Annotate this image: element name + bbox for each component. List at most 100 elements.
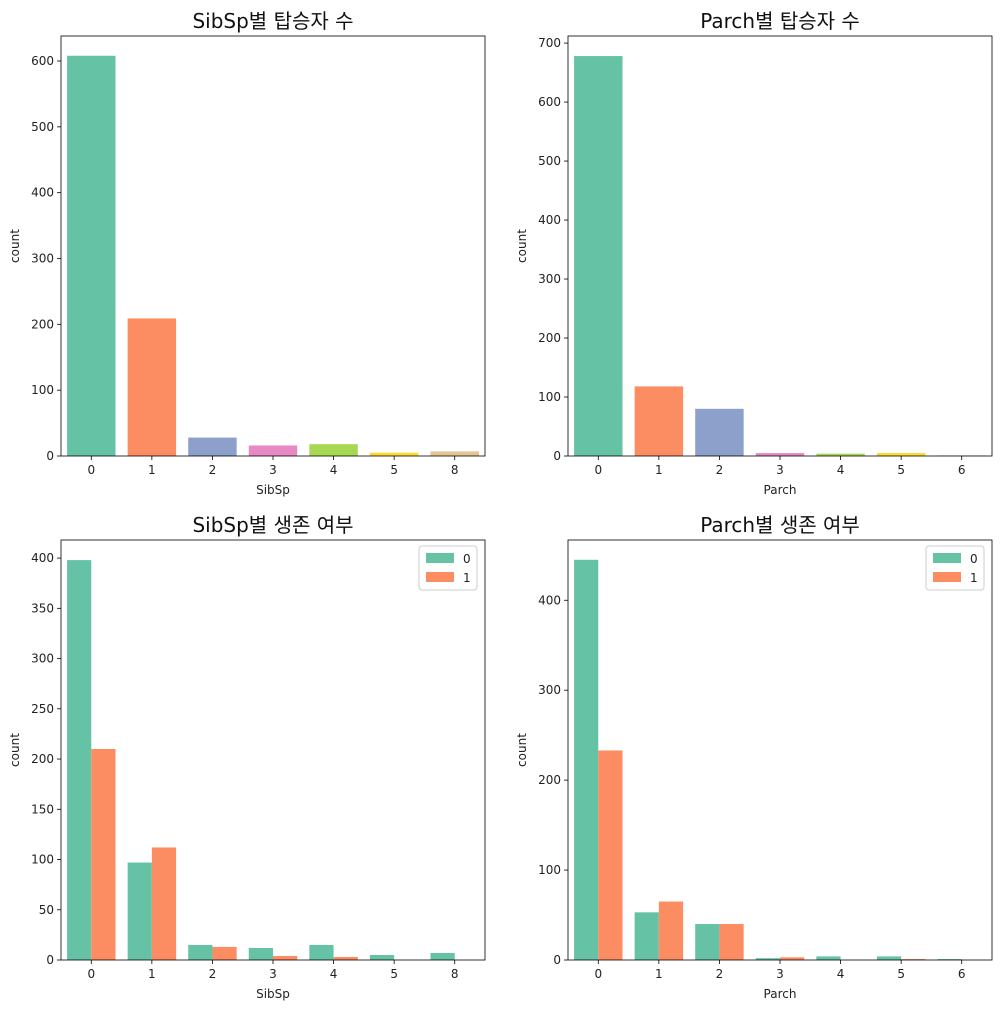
x-tick-label: 4 (330, 463, 338, 477)
bar-series-0-1 (127, 862, 152, 960)
y-tick-label: 200 (538, 331, 561, 345)
legend: 01 (925, 545, 985, 591)
x-tick-label: 2 (716, 967, 724, 981)
chart-panel-2: 0 100 200 300 400 500 600 700 0 1 2 3 4 5 6 Parch count P… (515, 9, 993, 497)
y-tick-label: 0 (553, 953, 561, 967)
plot-frame (567, 539, 993, 961)
y-tick-label: 300 (538, 272, 561, 286)
bar-series-0-4 (309, 944, 334, 960)
legend-label-0: 0 (463, 552, 471, 566)
chart-title: SibSp별 탑승자 수 (192, 9, 353, 33)
bar-series-1-2 (719, 924, 744, 960)
bar-series-0-2 (188, 944, 213, 960)
x-axis-label: SibSp (256, 483, 290, 497)
x-tick-label: 8 (451, 967, 459, 981)
x-tick-label: 4 (330, 967, 338, 981)
bar-series-1-0 (91, 749, 116, 960)
bar-series-0-8 (430, 952, 455, 960)
y-tick-label: 0 (46, 953, 54, 967)
x-tick-label: 0 (594, 967, 602, 981)
plot-frame (567, 35, 993, 457)
legend-swatch-0 (933, 553, 961, 563)
y-axis-label: count (515, 733, 529, 767)
chart-title: SibSp별 생존 여부 (192, 513, 353, 537)
y-axis-label: count (515, 229, 529, 263)
bar-series-0-0 (574, 559, 599, 960)
bar-series-0-5 (369, 954, 395, 960)
x-tick-label: 8 (451, 463, 459, 477)
x-tick-label: 3 (269, 463, 277, 477)
bar-series-0-3 (248, 947, 273, 960)
legend-label-1: 1 (463, 571, 471, 585)
legend-swatch-0 (426, 553, 454, 563)
y-tick-label: 200 (31, 752, 54, 766)
bar-series-1-5 (901, 959, 926, 960)
y-tick-label: 250 (31, 702, 54, 716)
x-tick-label: 5 (897, 967, 905, 981)
bar-series-0-0 (67, 560, 92, 960)
bar-series-1-0 (598, 750, 623, 960)
bar-series-1-3 (780, 957, 805, 960)
x-tick-label: 2 (716, 463, 724, 477)
legend-swatch-1 (933, 572, 961, 582)
x-tick-label: 5 (897, 463, 905, 477)
x-tick-label: 4 (837, 967, 845, 981)
y-tick-label: 350 (31, 601, 54, 615)
x-axis-label: Parch (764, 483, 797, 497)
y-tick-label: 100 (31, 383, 54, 397)
bar-3 (248, 445, 298, 456)
legend-label-0: 0 (970, 552, 978, 566)
x-tick-label: 1 (148, 463, 156, 477)
y-tick-label: 400 (538, 593, 561, 607)
x-tick-label: 0 (594, 463, 602, 477)
x-tick-label: 5 (390, 463, 398, 477)
y-tick-label: 600 (538, 95, 561, 109)
y-tick-label: 500 (538, 154, 561, 168)
bar-series-0-4 (816, 956, 841, 960)
y-tick-label: 0 (553, 449, 561, 463)
x-tick-label: 3 (776, 463, 784, 477)
bar-0 (67, 55, 116, 456)
y-tick-label: 700 (538, 36, 561, 50)
bar-series-0-1 (634, 912, 659, 960)
bar-series-1-1 (658, 901, 684, 960)
y-tick-label: 400 (31, 551, 54, 565)
x-tick-label: 6 (958, 967, 966, 981)
bar-series-1-1 (151, 847, 177, 960)
x-tick-label: 6 (958, 463, 966, 477)
y-tick-label: 100 (538, 390, 561, 404)
plot-frame (60, 35, 486, 457)
y-axis-label: count (8, 229, 22, 263)
bar-series-0-3 (755, 958, 780, 960)
chart-panel-1: 0 100 200 300 400 500 600 0 1 2 3 4 5 8 SibSp count SibS… (8, 9, 486, 497)
chart-title: Parch별 생존 여부 (700, 513, 860, 537)
bar-series-1-2 (212, 946, 237, 960)
bar-series-0-5 (876, 956, 902, 960)
bar-2 (695, 408, 744, 456)
x-tick-label: 2 (209, 463, 217, 477)
y-tick-label: 200 (31, 317, 54, 331)
bar-2 (188, 437, 237, 456)
bar-1 (127, 318, 177, 456)
y-tick-label: 300 (538, 683, 561, 697)
y-tick-label: 0 (46, 449, 54, 463)
bar-4 (309, 444, 358, 456)
x-tick-label: 3 (776, 967, 784, 981)
y-tick-label: 100 (538, 863, 561, 877)
x-tick-label: 5 (390, 967, 398, 981)
bar-series-0-2 (695, 924, 720, 960)
bar-8 (430, 451, 479, 456)
x-tick-label: 3 (269, 967, 277, 981)
y-tick-label: 600 (31, 54, 54, 68)
bar-3 (755, 453, 805, 456)
y-tick-label: 200 (538, 773, 561, 787)
chart-title: Parch별 탑승자 수 (700, 9, 860, 33)
bar-series-0-6 (937, 959, 962, 960)
bar-1 (634, 386, 684, 456)
plot-frame (60, 539, 486, 961)
y-tick-label: 400 (538, 213, 561, 227)
y-tick-label: 50 (39, 903, 54, 917)
